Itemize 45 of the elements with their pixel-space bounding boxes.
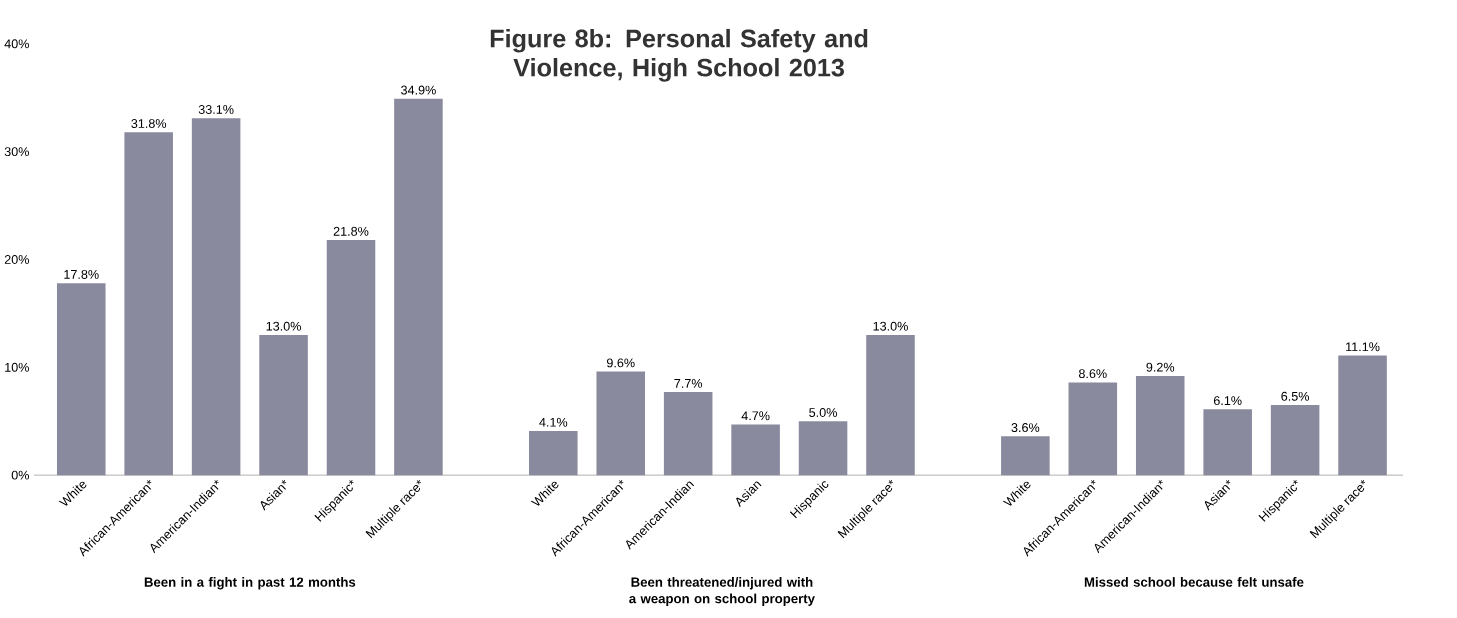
y-tick-label: 30% bbox=[4, 147, 29, 156]
text: Been in a fight in past 12 months bbox=[144, 576, 356, 590]
bar bbox=[326, 239, 376, 476]
y-tick-label: 10% bbox=[5, 362, 29, 372]
bar bbox=[663, 391, 713, 476]
data-label: 6.5% bbox=[1281, 391, 1310, 401]
data-label: 6.1% bbox=[1213, 396, 1242, 405]
data-label: 4.1% bbox=[539, 417, 568, 427]
data-label: 34.9% bbox=[401, 85, 436, 95]
chart-title: Figure 8b: Personal Safety and Violence, High School 2013 bbox=[490, 28, 868, 82]
data-label: 13.0% bbox=[873, 321, 908, 331]
bar bbox=[731, 424, 780, 476]
y-tick-label: 40% bbox=[4, 39, 29, 49]
bar bbox=[1338, 355, 1387, 476]
data-label: 17.8% bbox=[64, 269, 99, 279]
data-label: 21.8% bbox=[333, 226, 369, 236]
bar bbox=[394, 98, 443, 476]
bar bbox=[124, 132, 173, 476]
text: Been threatened/injured with a weapon on school property bbox=[629, 576, 815, 606]
data-label: 8.6% bbox=[1078, 369, 1107, 378]
bar bbox=[1068, 382, 1118, 476]
bar bbox=[1001, 436, 1050, 476]
bar bbox=[1203, 409, 1252, 476]
bar bbox=[529, 430, 578, 476]
text: Missed school because felt unsafe bbox=[1084, 576, 1304, 587]
bar bbox=[866, 334, 915, 476]
bar bbox=[596, 371, 646, 476]
data-label: 9.2% bbox=[1146, 362, 1175, 372]
data-label: 31.8% bbox=[131, 118, 167, 128]
data-label: 7.7% bbox=[674, 378, 703, 388]
bar bbox=[1270, 404, 1320, 476]
data-label: 33.1% bbox=[198, 104, 234, 114]
data-label: 4.7% bbox=[741, 411, 770, 421]
bar bbox=[191, 118, 241, 476]
y-tick-label: 0% bbox=[11, 470, 29, 480]
data-label: 5.0% bbox=[809, 407, 837, 417]
data-label: 13.0% bbox=[266, 321, 301, 331]
data-label: 3.6% bbox=[1011, 423, 1040, 432]
y-tick-label: 20% bbox=[4, 254, 29, 264]
bar bbox=[798, 421, 848, 476]
bar bbox=[259, 334, 308, 476]
data-label: 11.1% bbox=[1346, 342, 1380, 352]
bar bbox=[1135, 375, 1185, 476]
bar bbox=[56, 283, 106, 476]
data-label: 9.6% bbox=[606, 358, 635, 368]
